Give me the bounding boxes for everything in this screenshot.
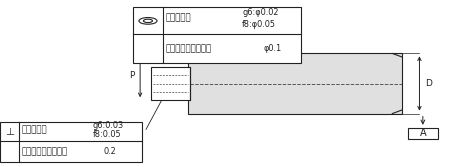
Text: D: D <box>424 79 431 88</box>
Text: 精密タイプ: 精密タイプ <box>21 125 47 134</box>
Text: 0.2: 0.2 <box>104 147 116 156</box>
Bar <box>151 67 189 100</box>
Bar <box>0 122 142 162</box>
Text: f8:φ0.05: f8:φ0.05 <box>242 20 276 29</box>
Bar <box>407 128 437 139</box>
Text: g6:φ0.02: g6:φ0.02 <box>242 8 278 17</box>
Text: 精密タイプ: 精密タイプ <box>165 14 190 23</box>
Text: ⊥: ⊥ <box>5 127 14 137</box>
Circle shape <box>143 19 152 23</box>
Text: φ0.1: φ0.1 <box>263 44 281 53</box>
Text: f8:0.05: f8:0.05 <box>92 130 121 139</box>
Text: スタンダードタイプ: スタンダードタイプ <box>165 44 211 53</box>
Bar <box>133 7 300 63</box>
Text: A: A <box>419 128 425 138</box>
Text: スタンダードタイプ: スタンダードタイプ <box>21 147 67 156</box>
Text: g6:0.03: g6:0.03 <box>92 121 124 130</box>
Text: P: P <box>129 71 134 80</box>
Bar <box>187 53 401 114</box>
Circle shape <box>138 18 156 24</box>
